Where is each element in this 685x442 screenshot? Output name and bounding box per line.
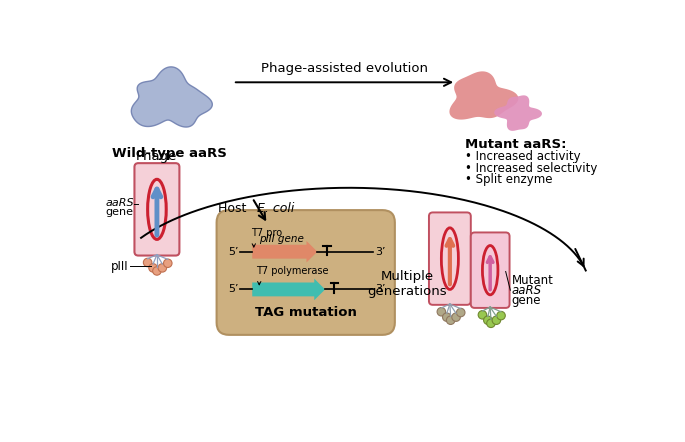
Text: gene: gene — [105, 207, 134, 217]
Circle shape — [484, 316, 492, 324]
Circle shape — [447, 316, 455, 324]
Text: 3’: 3’ — [375, 247, 386, 257]
Text: Host: Host — [219, 202, 251, 215]
Text: gene: gene — [512, 294, 541, 307]
Text: 5’: 5’ — [228, 247, 238, 257]
Text: • Split enzyme: • Split enzyme — [465, 173, 553, 186]
Circle shape — [478, 311, 486, 319]
Text: TAG mutation: TAG mutation — [255, 306, 357, 320]
Text: Multiple
generations: Multiple generations — [367, 270, 447, 298]
FancyBboxPatch shape — [429, 213, 471, 305]
Text: T7 polymerase: T7 polymerase — [256, 266, 329, 275]
Circle shape — [452, 313, 460, 321]
Polygon shape — [449, 71, 519, 120]
Text: • Increased activity: • Increased activity — [465, 150, 581, 163]
Text: T7 pro: T7 pro — [251, 228, 282, 238]
Polygon shape — [132, 67, 212, 127]
Circle shape — [456, 309, 465, 317]
Circle shape — [437, 308, 446, 316]
Text: pIII gene: pIII gene — [259, 234, 304, 244]
Polygon shape — [252, 278, 325, 300]
FancyBboxPatch shape — [216, 210, 395, 335]
Circle shape — [164, 259, 172, 267]
FancyBboxPatch shape — [134, 163, 179, 255]
Circle shape — [143, 258, 152, 267]
Text: Wild-type aaRS: Wild-type aaRS — [112, 147, 227, 160]
FancyBboxPatch shape — [471, 232, 510, 308]
Bar — [253, 286, 260, 293]
Circle shape — [492, 316, 501, 324]
Circle shape — [486, 319, 495, 328]
Text: 5’: 5’ — [228, 285, 238, 294]
Text: E. coli: E. coli — [257, 202, 294, 215]
Text: Mutant aaRS:: Mutant aaRS: — [465, 138, 567, 151]
Text: 3’: 3’ — [375, 285, 386, 294]
Circle shape — [497, 311, 506, 320]
Text: aaRS: aaRS — [105, 198, 134, 208]
Circle shape — [153, 267, 161, 275]
Text: • Increased selectivity: • Increased selectivity — [465, 162, 598, 175]
Circle shape — [158, 263, 166, 272]
Circle shape — [443, 313, 451, 321]
Text: Phage: Phage — [136, 150, 177, 163]
Text: Mutant: Mutant — [512, 274, 553, 287]
Polygon shape — [252, 241, 317, 263]
Circle shape — [149, 263, 158, 272]
Text: pIII: pIII — [110, 260, 128, 273]
Polygon shape — [494, 95, 542, 131]
Text: aaRS: aaRS — [512, 284, 542, 297]
Text: Phage-assisted evolution: Phage-assisted evolution — [261, 61, 428, 75]
